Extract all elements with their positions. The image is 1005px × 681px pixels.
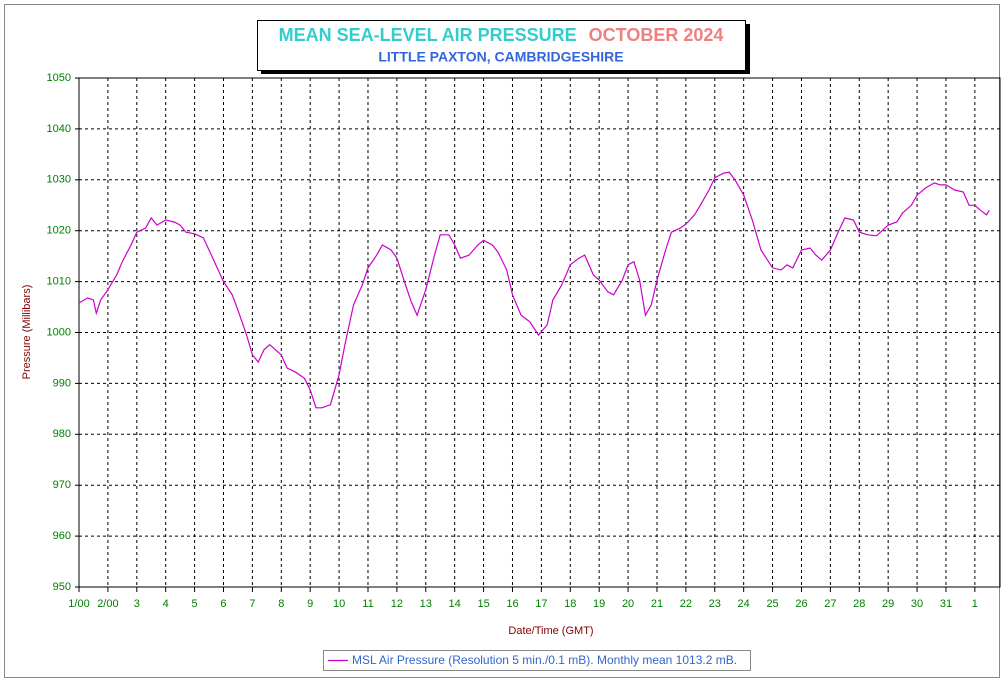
- x-tick-label: 9: [307, 598, 313, 610]
- plot-border: [78, 77, 1001, 588]
- y-tick-label: 1010: [47, 276, 71, 288]
- x-tick-label: 30: [911, 598, 923, 610]
- y-tick-label: 970: [53, 479, 71, 491]
- x-tick-label: 13: [420, 598, 432, 610]
- y-tick-label: 1020: [47, 225, 71, 237]
- x-tick-label: 5: [192, 598, 198, 610]
- x-tick-label: 29: [882, 598, 894, 610]
- title-period: OCTOBER 2024: [589, 25, 724, 45]
- x-tick-label: 20: [622, 598, 634, 610]
- x-tick-label: 24: [738, 598, 750, 610]
- x-tick-label: 11: [362, 598, 373, 610]
- x-tick-label: 15: [477, 598, 489, 610]
- x-tick-label: 1/00: [68, 598, 89, 610]
- x-tick-label: 7: [249, 598, 255, 610]
- y-tick-label: 960: [53, 530, 71, 542]
- x-tick-label: 3: [134, 598, 140, 610]
- legend-box: [323, 650, 751, 671]
- y-tick-label: 1000: [47, 326, 71, 338]
- x-tick-label: 14: [449, 598, 461, 610]
- x-tick-label: 8: [278, 598, 284, 610]
- x-tick-label: 12: [391, 598, 403, 610]
- x-tick-label: 18: [564, 598, 576, 610]
- x-axis-label: Date/Time (GMT): [508, 625, 593, 637]
- x-tick-label: 25: [766, 598, 778, 610]
- title: MEAN SEA-LEVEL AIR PRESSURE OCTOBER 2024: [279, 25, 724, 45]
- x-tick-label: 1: [972, 598, 978, 610]
- x-tick-label: 10: [333, 598, 345, 610]
- x-tick-label: 17: [535, 598, 547, 610]
- x-tick-label: 26: [795, 598, 807, 610]
- title-main: MEAN SEA-LEVEL AIR PRESSURE: [279, 25, 577, 45]
- x-tick-label: 21: [651, 598, 663, 610]
- x-tick-label: 31: [940, 598, 952, 610]
- x-tick-label: 6: [220, 598, 226, 610]
- y-tick-label: 1040: [47, 123, 71, 135]
- y-tick-label: 980: [53, 428, 71, 440]
- data-line: [78, 171, 990, 409]
- x-tick-label: 16: [506, 598, 518, 610]
- legend-label: MSL Air Pressure (Resolution 5 min./0.1 …: [352, 653, 737, 667]
- frame: [4, 4, 1000, 678]
- subtitle: LITTLE PAXTON, CAMBRIDGESHIRE: [378, 49, 623, 65]
- x-tick-label: 23: [709, 598, 721, 610]
- x-tick-label: 4: [163, 598, 169, 610]
- x-tick-label: 2/00: [97, 598, 118, 610]
- y-tick-label: 990: [53, 377, 71, 389]
- y-tick-label: 1050: [47, 72, 71, 84]
- x-tick-label: 22: [680, 598, 692, 610]
- y-tick-label: 1030: [47, 174, 71, 186]
- x-tick-label: 19: [593, 598, 605, 610]
- x-tick-label: 28: [853, 598, 865, 610]
- y-axis-label: Pressure (Millibars): [21, 285, 33, 380]
- x-tick-label: 27: [824, 598, 836, 610]
- y-tick-label: 950: [53, 581, 71, 593]
- title-box: [257, 20, 746, 71]
